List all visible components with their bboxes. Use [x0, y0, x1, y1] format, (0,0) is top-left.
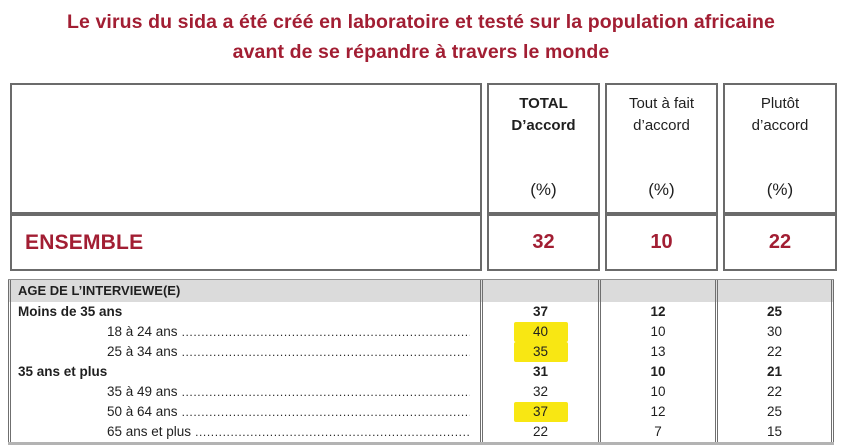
age-row-label: 25 à 34 ans: [8, 342, 480, 362]
age-row-value: 22: [480, 422, 598, 442]
ensemble-label: ENSEMBLE: [10, 214, 482, 271]
age-row-label: 35 à 49 ans: [8, 382, 480, 402]
age-row-value: 12: [598, 402, 715, 422]
column-header-line: d’accord: [633, 117, 690, 134]
column-unit: (%): [648, 180, 675, 199]
column-header-tout-a-fait: Tout à fait d’accord (%): [605, 83, 718, 214]
highlighted-value: 37: [513, 402, 568, 422]
age-row-value: 31: [480, 362, 598, 382]
age-row-value: 40: [480, 322, 598, 342]
age-row-value: 7: [598, 422, 715, 442]
age-row-label-text: 18 à 24 ans: [107, 324, 178, 339]
column-unit: (%): [530, 180, 557, 199]
age-row-value: 15: [715, 422, 834, 442]
column-header-line: d’accord: [751, 117, 809, 134]
dot-leader: [182, 342, 470, 362]
age-row-value: 10: [598, 362, 715, 382]
ensemble-value-plutot: 22: [723, 214, 837, 271]
age-row-value: 22: [715, 342, 834, 362]
age-row-value: 30: [715, 322, 834, 342]
ensemble-value-tout-a-fait: 10: [605, 214, 718, 271]
column-unit: (%): [766, 180, 794, 199]
dot-leader: [195, 422, 470, 442]
age-row-value: 37: [480, 302, 598, 322]
page-title-line-2: avant de se répandre à travers le monde: [232, 41, 610, 63]
age-row-value: 10: [598, 322, 715, 342]
column-header-line: TOTAL: [519, 95, 568, 112]
age-section: AGE DE L’INTERVIEWE(E) Moins de 35 ans 3…: [8, 279, 834, 445]
band-cell: [598, 280, 715, 302]
band-cell: [480, 280, 598, 302]
age-row-label-text: 65 ans et plus: [107, 424, 192, 439]
age-row-label: 50 à 64 ans: [8, 402, 480, 422]
dot-leader: [182, 322, 470, 342]
ensemble-value-total: 32: [487, 214, 600, 271]
header-empty-cell: [10, 83, 482, 214]
age-row-label: 65 ans et plus: [8, 422, 480, 442]
age-row-value: 10: [598, 382, 715, 402]
age-row-value: 21: [715, 362, 834, 382]
age-row-value: 25: [715, 402, 834, 422]
column-header-plutot: Plutôt d’accord (%): [723, 83, 837, 214]
column-header-line: Plutôt: [760, 95, 800, 112]
age-row-value: 32: [480, 382, 598, 402]
dot-leader: [182, 382, 470, 402]
age-row-label: 35 ans et plus: [8, 362, 480, 382]
column-header-total-daccord: TOTAL D’accord (%): [487, 83, 600, 214]
age-section-header: AGE DE L’INTERVIEWE(E): [8, 280, 480, 302]
highlighted-value: 35: [513, 342, 568, 362]
age-row-label-text: 35 à 49 ans: [107, 384, 178, 399]
band-cell: [715, 280, 834, 302]
age-row-value: 35: [480, 342, 598, 362]
age-row-label-text: 25 à 34 ans: [107, 344, 178, 359]
page-title: Le virus du sida a été créé en laboratoi…: [0, 0, 842, 67]
column-header-line: D’accord: [511, 117, 576, 134]
dot-leader: [182, 402, 470, 422]
age-row-label-text: 50 à 64 ans: [107, 404, 178, 419]
age-row-value: 12: [598, 302, 715, 322]
highlighted-value: 40: [513, 322, 568, 342]
age-row-label: Moins de 35 ans: [8, 302, 480, 322]
table-header-row: TOTAL D’accord (%) Tout à fait d’accord …: [10, 83, 837, 214]
column-header-line: Tout à fait: [628, 95, 695, 112]
age-row-value: 22: [715, 382, 834, 402]
age-row-value: 25: [715, 302, 834, 322]
age-row-value: 37: [480, 402, 598, 422]
age-row-label: 18 à 24 ans: [8, 322, 480, 342]
ensemble-row: ENSEMBLE 32 10 22: [10, 214, 837, 271]
page-title-line-1: Le virus du sida a été créé en laboratoi…: [67, 11, 775, 33]
age-row-value: 13: [598, 342, 715, 362]
